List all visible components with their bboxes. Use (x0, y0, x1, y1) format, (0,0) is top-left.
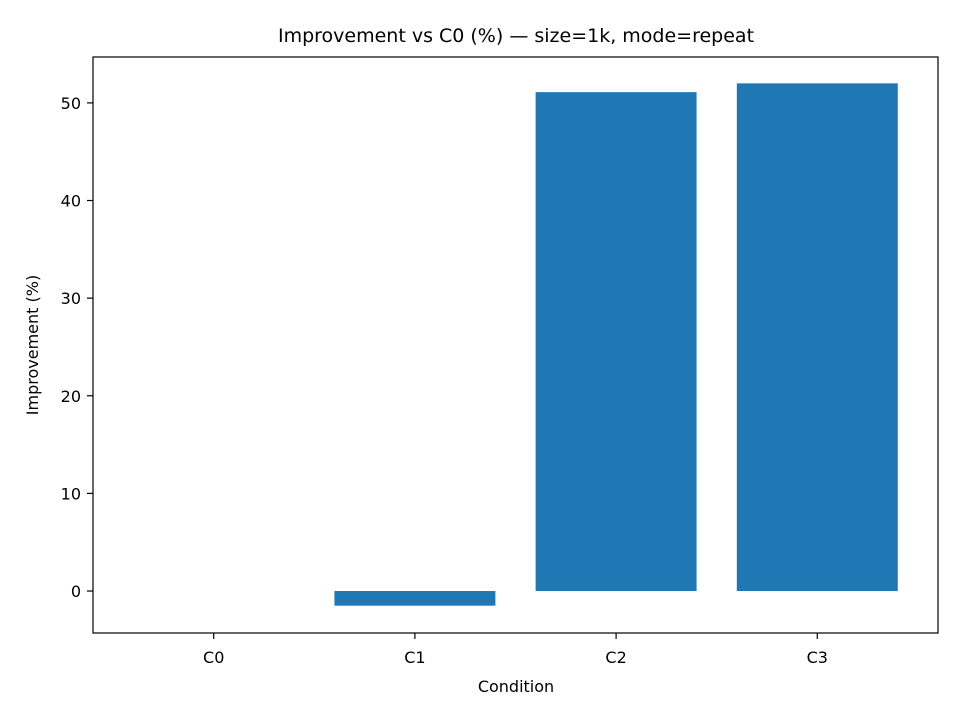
bar-c3 (736, 83, 898, 592)
bars-group (334, 83, 898, 606)
x-axis: C0 C1 C2 C3 (203, 633, 828, 667)
y-axis-label: Improvement (%) (23, 275, 42, 415)
plot-area-frame (92, 56, 939, 634)
y-tick-label: 20 (61, 387, 81, 406)
x-tick-label: C1 (404, 648, 425, 667)
chart-title: Improvement vs C0 (%) — size=1k, mode=re… (278, 25, 754, 47)
y-axis: 0 10 20 30 40 50 (61, 94, 93, 601)
y-tick-label: 30 (61, 289, 81, 308)
x-tick-label: C0 (203, 648, 224, 667)
y-tick-label: 0 (71, 582, 81, 601)
bar-c2 (535, 92, 697, 592)
bar-c1 (334, 591, 496, 606)
x-tick-label: C3 (807, 648, 828, 667)
x-axis-label: Condition (478, 677, 554, 696)
y-tick-label: 10 (61, 484, 81, 503)
y-tick-label: 40 (61, 192, 81, 211)
x-tick-label: C2 (605, 648, 626, 667)
y-tick-label: 50 (61, 94, 81, 113)
